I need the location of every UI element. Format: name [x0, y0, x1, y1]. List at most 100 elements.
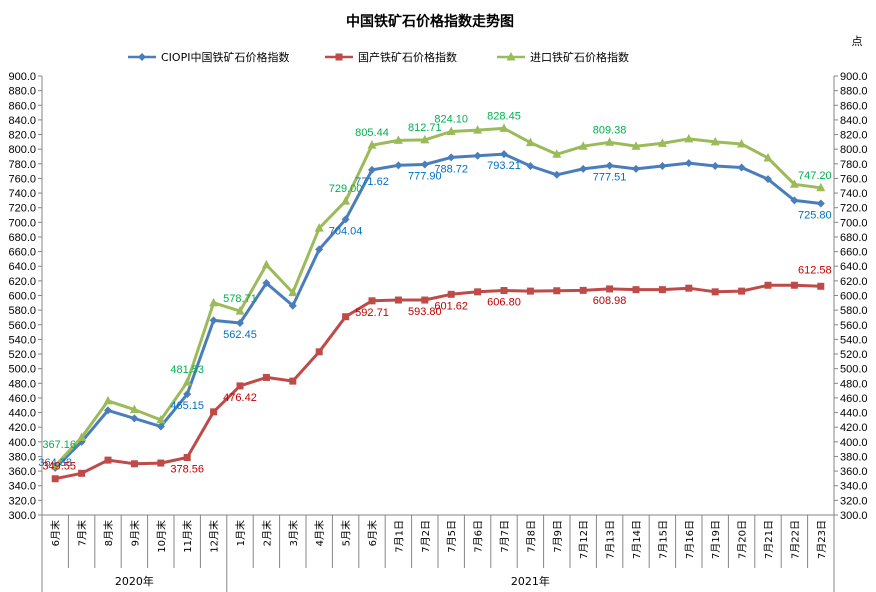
legend-marker	[335, 53, 343, 61]
data-point	[473, 151, 482, 160]
data-label: 592.71	[355, 307, 389, 319]
y-tick-label-right: 300.0	[840, 510, 868, 522]
y-tick-label-left: 800.0	[8, 144, 36, 156]
data-label: 606.80	[487, 297, 521, 309]
data-label: 704.04	[329, 225, 363, 237]
legend: CIOPI中国铁矿石价格指数 国产铁矿石价格指数 进口铁矿石价格指数	[128, 50, 629, 64]
x-tick-label: 7月8日	[525, 520, 537, 553]
data-label: 612.58	[798, 264, 832, 276]
y-tick-label-left: 640.0	[8, 261, 36, 273]
data-point	[632, 286, 640, 294]
x-tick-label: 10月末	[155, 520, 168, 553]
y-tick-label-left: 880.0	[8, 86, 36, 98]
x-tick-label: 7月13日	[605, 520, 617, 559]
y-tick-label-left: 580.0	[8, 305, 36, 317]
data-point	[288, 287, 298, 297]
x-tick-label: 5月末	[340, 520, 353, 546]
data-point	[341, 196, 351, 205]
x-tick-label: 3月末	[287, 520, 300, 546]
data-point	[658, 286, 666, 294]
data-point	[447, 153, 456, 162]
x-tick-label: 7月23日	[816, 520, 828, 559]
y-tick-label-right: 660.0	[840, 247, 868, 259]
data-point	[657, 138, 667, 147]
y-tick-label-right: 540.0	[840, 334, 868, 346]
data-label: 367.16	[42, 439, 76, 451]
data-label: 812.71	[408, 122, 442, 134]
data-label: 578.71	[223, 293, 257, 305]
y-tick-label-right: 600.0	[840, 291, 868, 303]
y-tick-label-right: 780.0	[840, 159, 868, 171]
legend-label: 国产铁矿石价格指数	[358, 50, 457, 64]
data-point	[209, 316, 218, 325]
data-point	[816, 182, 826, 192]
data-point	[632, 164, 640, 173]
y-tick-label-left: 520.0	[8, 349, 36, 361]
data-point	[156, 422, 165, 431]
data-label: 364.38	[38, 457, 72, 469]
data-label: 828.45	[487, 110, 521, 122]
data-point	[737, 163, 746, 172]
data-point	[342, 313, 350, 321]
data-point	[710, 136, 720, 146]
data-point	[104, 456, 112, 464]
data-label: 601.62	[434, 300, 468, 312]
x-tick-label: 12月末	[208, 520, 221, 553]
y-tick-label-left: 780.0	[8, 159, 36, 171]
data-point	[605, 137, 615, 146]
data-point	[210, 408, 218, 416]
year-label: 2020年	[115, 574, 154, 588]
data-point	[526, 287, 534, 295]
data-point	[789, 179, 799, 188]
x-tick-label: 7月2日	[420, 520, 432, 553]
data-point	[315, 348, 323, 356]
x-tick-label: 7月21日	[763, 520, 775, 559]
y-tick-label-left: 300.0	[8, 510, 36, 522]
data-point	[553, 287, 561, 295]
data-point	[764, 175, 772, 184]
y-tick-label-left: 400.0	[8, 437, 36, 449]
x-tick-label: 1月末	[234, 520, 247, 546]
y-tick-label-left: 760.0	[8, 173, 36, 185]
data-point	[764, 281, 772, 289]
series-line	[54, 152, 821, 469]
data-point	[235, 306, 245, 315]
data-label: 593.80	[408, 306, 442, 318]
y-tick-label-left: 380.0	[8, 451, 36, 463]
x-tick-label: 7月14日	[631, 520, 643, 559]
y-tick-label-left: 480.0	[8, 378, 36, 390]
data-point	[446, 126, 456, 136]
y-tick-label-right: 820.0	[840, 130, 868, 142]
data-label: 777.51	[593, 172, 627, 184]
data-point	[262, 373, 270, 381]
data-point	[738, 287, 746, 295]
data-point	[368, 165, 376, 174]
x-tick-label: 11月末	[181, 520, 194, 553]
data-point	[526, 161, 535, 170]
x-tick-label: 7月5日	[446, 520, 458, 553]
data-point	[394, 161, 403, 170]
y-tick-label-right: 740.0	[840, 188, 868, 200]
x-tick-label: 7月19日	[710, 520, 722, 559]
data-point	[288, 301, 297, 310]
x-tick-label: 7月16日	[684, 520, 696, 559]
data-label: 771.62	[355, 176, 389, 188]
y-tick-label-right: 460.0	[840, 393, 868, 405]
y-tick-label-right: 520.0	[840, 349, 868, 361]
data-label: 747.20	[798, 170, 832, 182]
data-point	[51, 475, 59, 483]
plot-area	[50, 123, 826, 483]
data-label: 793.21	[487, 160, 521, 172]
series-line	[54, 283, 821, 481]
data-point	[236, 382, 244, 390]
x-tick-label: 7月末	[76, 520, 89, 546]
x-tick-label: 7月22日	[789, 520, 801, 559]
data-label: 809.38	[593, 124, 627, 136]
legend-marker	[506, 52, 516, 61]
data-label: 725.80	[798, 209, 832, 221]
y-tick-label-right: 800.0	[840, 144, 868, 156]
y-tick-label-left: 560.0	[8, 320, 36, 332]
y-tick-label-left: 660.0	[8, 247, 36, 259]
y-tick-label-left: 420.0	[8, 422, 36, 434]
